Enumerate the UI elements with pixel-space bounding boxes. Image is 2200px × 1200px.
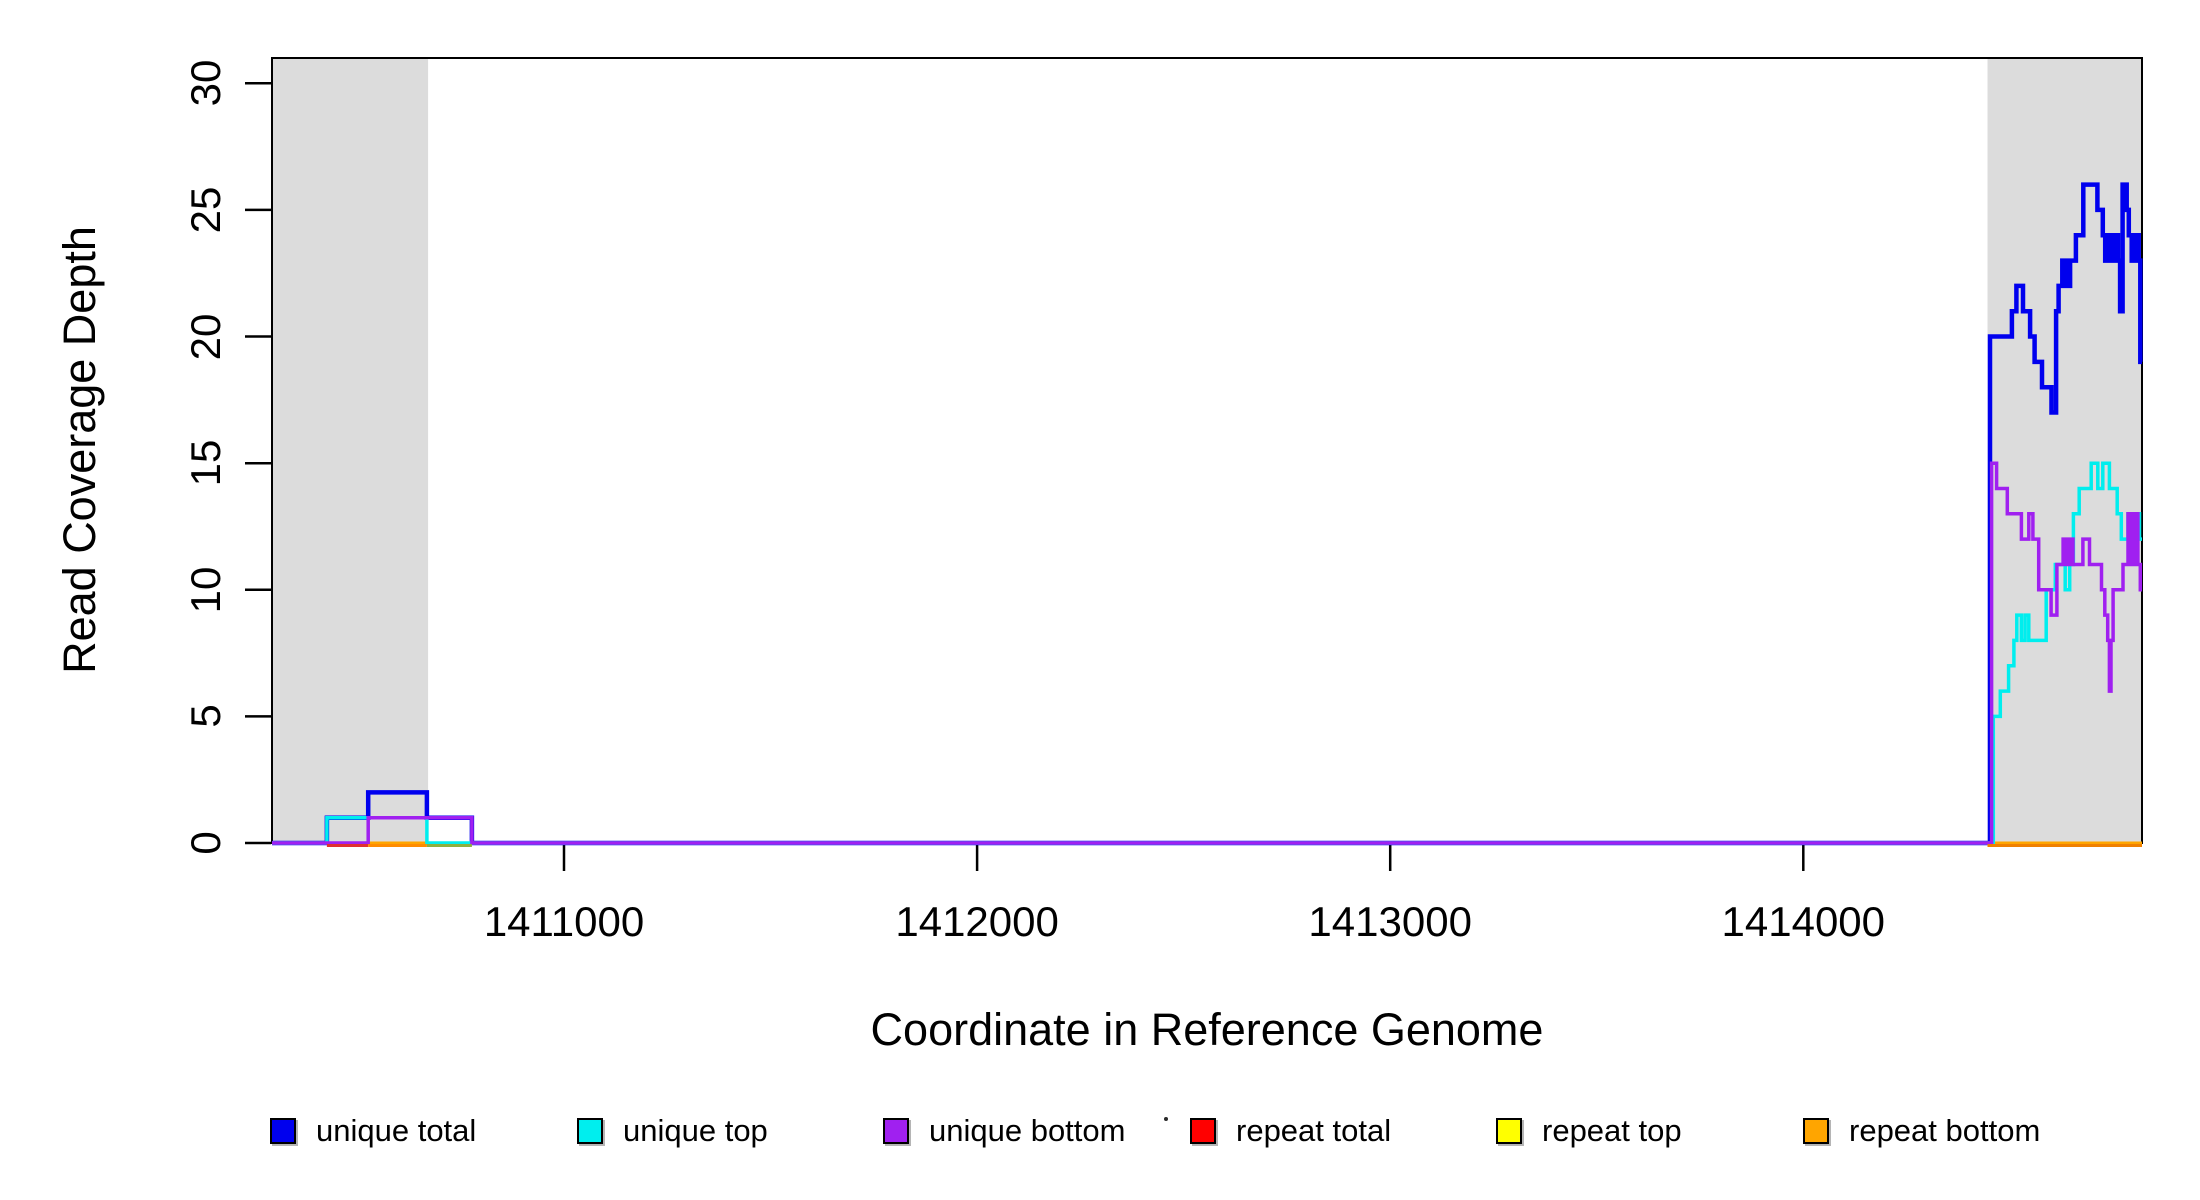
legend-label-repeat-bottom: repeat bottom	[1849, 1113, 2041, 1148]
legend-swatch-unique-bottom	[883, 1118, 909, 1144]
legend-swatch-repeat-top	[1496, 1118, 1522, 1144]
legend-swatch-repeat-bottom	[1803, 1118, 1829, 1144]
legend-label-unique-bottom: unique bottom	[929, 1113, 1126, 1148]
legend-label-unique-top: unique top	[623, 1113, 768, 1148]
plot-border-box	[271, 57, 2143, 844]
y-tick-label: 20	[182, 313, 229, 360]
legend-swatch-repeat-total	[1190, 1118, 1216, 1144]
x-tick-label: 1411000	[483, 898, 645, 945]
y-tick-label: 0	[182, 831, 229, 855]
x-tick-label: 1412000	[895, 898, 1059, 945]
x-tick-label: 1413000	[1308, 898, 1472, 945]
right-gray-band	[1987, 58, 2142, 843]
y-tick-label: 30	[182, 59, 229, 107]
x-axis-title: Coordinate in Reference Genome	[870, 1004, 1544, 1055]
series-unique-top-line	[272, 461, 2142, 845]
left-gray-band	[272, 58, 429, 843]
series-unique-total-line	[272, 182, 2143, 846]
stray-point-artifact	[1164, 1117, 1168, 1121]
legend-swatch-unique-top	[577, 1118, 603, 1144]
y-axis-title: Read Coverage Depth	[54, 226, 105, 674]
series-unique-bottom-line	[272, 461, 2143, 845]
y-tick-label: 10	[182, 566, 229, 614]
legend-label-unique-total: unique total	[316, 1113, 477, 1148]
x-tick-label: 1414000	[1721, 898, 1886, 945]
y-tick-label: 25	[182, 186, 229, 234]
legend-label-repeat-total: repeat total	[1236, 1113, 1392, 1148]
legend-swatch-unique-total	[270, 1118, 296, 1144]
y-tick-label: 5	[182, 704, 229, 729]
y-tick-label: 15	[182, 439, 229, 487]
legend-label-repeat-top: repeat top	[1542, 1113, 1682, 1148]
